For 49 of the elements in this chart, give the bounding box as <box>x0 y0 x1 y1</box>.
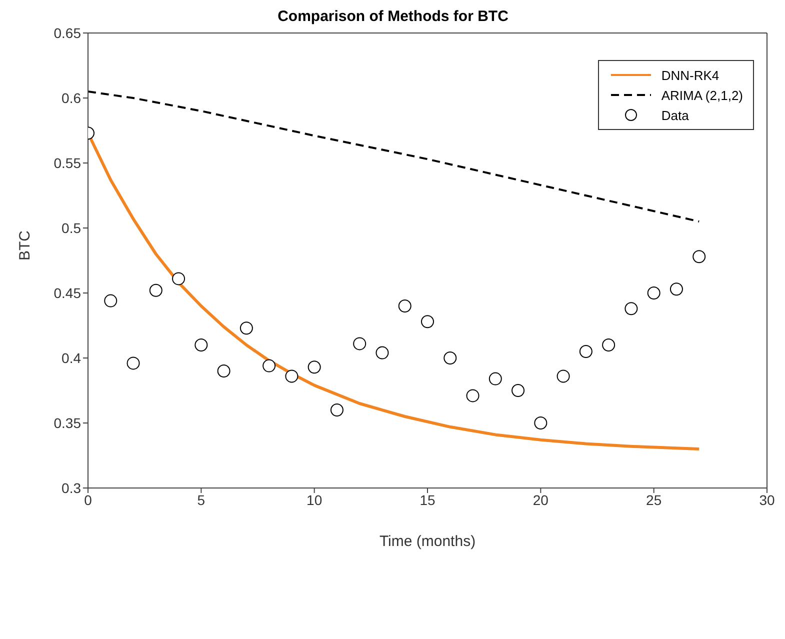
legend-label: ARIMA (2,1,2) <box>661 88 743 102</box>
point <box>421 315 434 328</box>
y-tick-label: 0.5 <box>62 220 82 236</box>
x-tick-label: 15 <box>420 492 436 508</box>
point <box>488 372 502 386</box>
x-tick-label: 20 <box>532 492 549 508</box>
y-tick-label: 0.55 <box>54 154 82 171</box>
point <box>466 389 480 402</box>
x-axis-title: Time (months) <box>379 533 476 550</box>
point <box>556 370 570 383</box>
point <box>285 370 298 383</box>
point <box>126 356 140 370</box>
x-tick-label: 10 <box>306 492 322 508</box>
point <box>579 345 592 358</box>
point <box>262 359 276 372</box>
y-tick-label: 0.35 <box>54 414 82 431</box>
point <box>534 416 548 430</box>
x-tick-label: 0 <box>84 492 92 508</box>
y-tick-label: 0.4 <box>62 350 82 366</box>
point <box>444 352 457 364</box>
point <box>104 294 118 308</box>
point <box>670 282 683 296</box>
point <box>512 384 525 397</box>
x-tick-label: 5 <box>197 492 206 508</box>
point <box>692 250 706 264</box>
y-tick-label: 0.6 <box>62 90 82 106</box>
y-axis-title: BTC <box>16 230 34 260</box>
y-tick-label: 0.65 <box>54 24 82 41</box>
point <box>240 322 253 335</box>
point <box>647 286 660 300</box>
point <box>194 338 208 352</box>
point <box>172 272 186 286</box>
point <box>398 300 412 312</box>
point <box>217 364 230 378</box>
point <box>624 302 638 316</box>
point <box>353 337 366 350</box>
chart-title: Comparison of Methods for BTC <box>278 8 508 25</box>
x-tick-label: 30 <box>759 492 775 508</box>
y-tick-label: 0.3 <box>62 480 82 496</box>
legend-label: Data <box>661 108 689 122</box>
point <box>149 284 162 297</box>
point <box>602 338 616 352</box>
line-series <box>88 90 700 222</box>
y-tick-label: 0.45 <box>54 284 82 301</box>
point <box>330 404 344 416</box>
point <box>308 360 321 374</box>
x-tick-label: 25 <box>646 492 662 508</box>
point <box>376 346 389 360</box>
legend-label: DNN-RK4 <box>661 68 720 82</box>
